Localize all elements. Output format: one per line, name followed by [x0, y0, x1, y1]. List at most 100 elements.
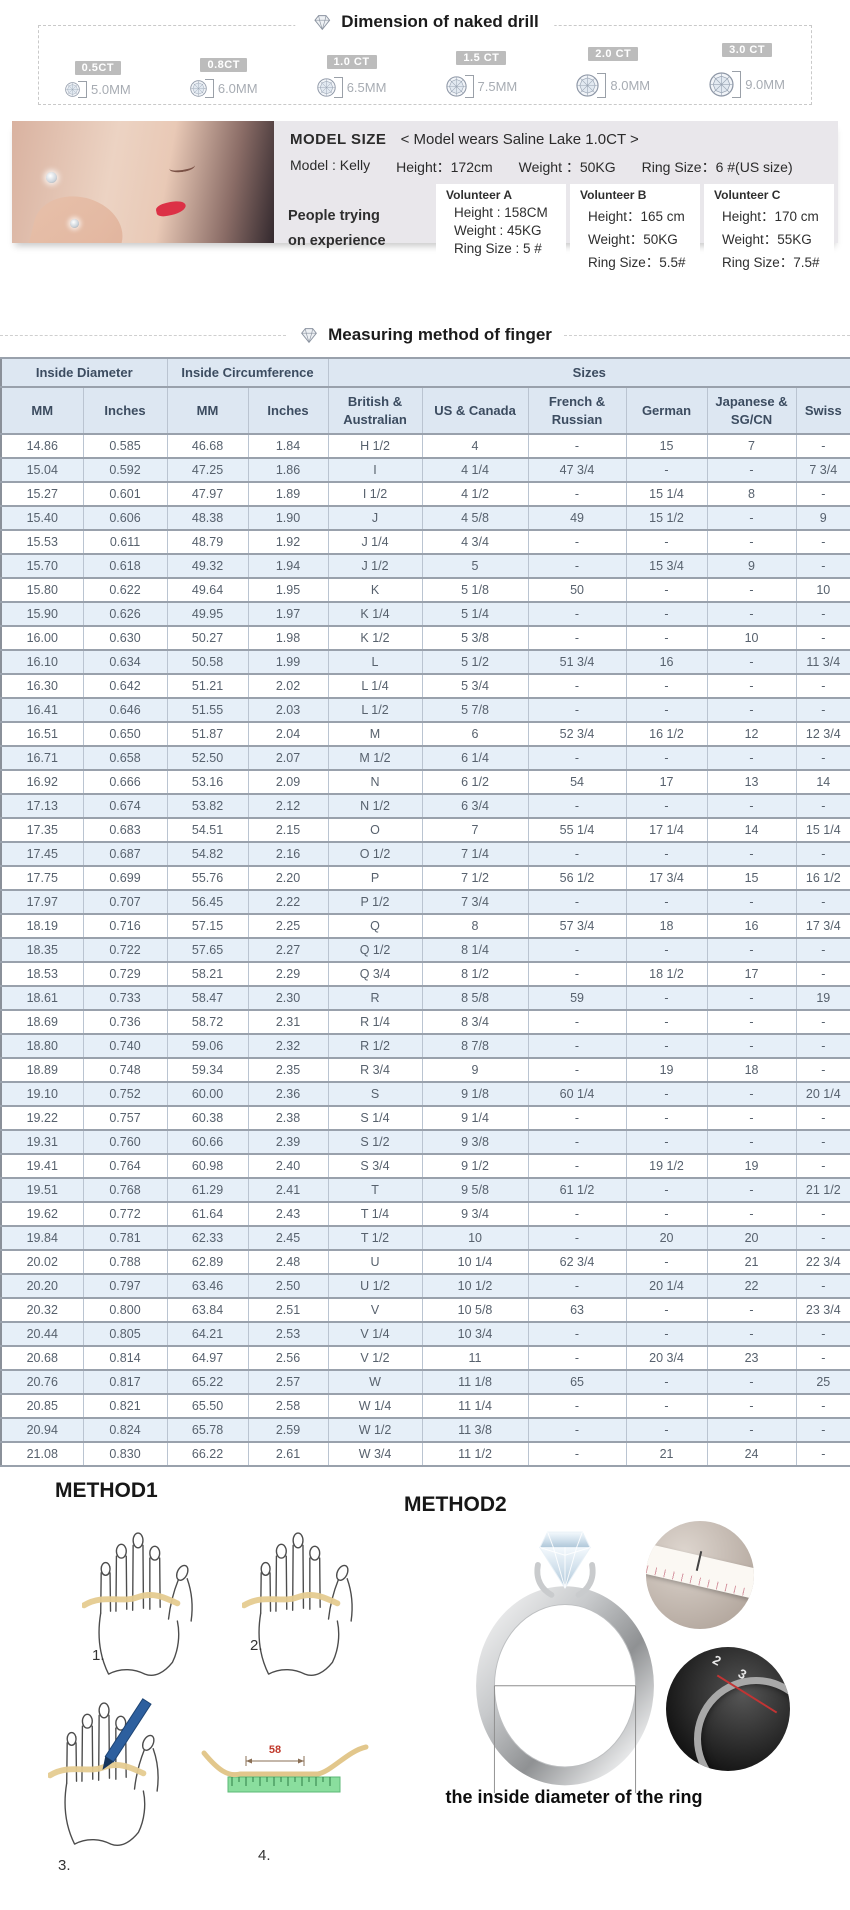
table-cell: - [795, 889, 850, 915]
table-row: 19.22 0.757 60.38 2.38 S 1/4 9 1/4- - - - [0, 1105, 850, 1131]
table-cell: J 1/2 [327, 553, 423, 579]
table-cell: 58.21 [166, 961, 249, 987]
table-cell: 50.58 [166, 649, 249, 675]
table-cell: 16.30 [0, 673, 84, 699]
table-cell: 9 5/8 [421, 1177, 529, 1203]
table-cell: 16 1/2 [625, 721, 708, 747]
model-height: Height：172cm [396, 159, 493, 175]
volunteer-card-c: Volunteer C Height：170 cm Weight：55KG Ri… [704, 184, 834, 273]
table-cell: 19 1/2 [625, 1153, 708, 1179]
table-cell: 17 [706, 961, 797, 987]
table-cell: 15.53 [0, 529, 84, 555]
table-cell: S 3/4 [327, 1153, 423, 1179]
table-cell: J 1/4 [327, 529, 423, 555]
table-cell: 17 [625, 769, 708, 795]
table-cell: 7 1/2 [421, 865, 529, 891]
ruler-measurement-value: 58 [269, 1744, 281, 1756]
table-cell: - [795, 1129, 850, 1155]
column-header: German [625, 386, 708, 435]
table-cell: P 1/2 [327, 889, 423, 915]
table-cell: 19.31 [0, 1129, 84, 1155]
table-cell: 0.722 [82, 937, 168, 963]
table-cell: O [327, 817, 423, 843]
table-cell: 18.35 [0, 937, 84, 963]
table-cell: 0.646 [82, 697, 168, 723]
table-cell: 0.781 [82, 1225, 168, 1251]
table-cell: 18.89 [0, 1057, 84, 1083]
table-cell: - [625, 1321, 708, 1347]
table-cell: 17 3/4 [795, 913, 850, 939]
table-cell: - [706, 841, 797, 867]
table-cell: 0.821 [82, 1393, 168, 1419]
table-cell: 23 [706, 1345, 797, 1371]
table-row: 15.80 0.622 49.64 1.95 K 5 1/8 50- -10 [0, 577, 850, 603]
table-cell: N [327, 769, 423, 795]
table-cell: 14.86 [0, 433, 84, 459]
table-cell: 2.04 [247, 721, 329, 747]
table-cell: 0.622 [82, 577, 168, 603]
table-row: 20.20 0.797 63.46 2.50 U 1/2 10 1/2-20 1/4 22- [0, 1273, 850, 1299]
table-row: 18.80 0.740 59.06 2.32 R 1/2 8 7/8- - - - [0, 1033, 850, 1059]
table-cell: 2.45 [247, 1225, 329, 1251]
table-cell: 4 [421, 433, 529, 459]
table-cell: 24 [706, 1441, 797, 1467]
table-cell: 54.82 [166, 841, 249, 867]
table-cell: 1.94 [247, 553, 329, 579]
model-weight: Weight ：50KG [518, 159, 616, 175]
table-row: 18.19 0.716 57.15 2.25 Q 8 57 3/4 18 16 17 3/4 [0, 913, 850, 939]
table-cell: P [327, 865, 423, 891]
table-cell: 2.09 [247, 769, 329, 795]
table-cell: 11 1/2 [421, 1441, 529, 1467]
table-row: 18.35 0.722 57.65 2.27 Q 1/2 8 1/4- - - - [0, 937, 850, 963]
dimension-item: 2.0 CT 8.0MM [576, 47, 650, 98]
table-cell: - [706, 601, 797, 627]
table-row: 19.10 0.752 60.00 2.36 S 9 1/8 60 1/4- -20 1/4 [0, 1081, 850, 1107]
table-cell: - [527, 937, 627, 963]
table-cell: - [795, 1225, 850, 1251]
tape-measure-photo [646, 1521, 754, 1629]
table-cell: O 1/2 [327, 841, 423, 867]
table-cell: 20 1/4 [625, 1273, 708, 1299]
table-cell: - [795, 481, 850, 507]
table-cell: 51 3/4 [527, 649, 627, 675]
ring-diagram [476, 1531, 654, 1794]
table-cell: J [327, 505, 423, 531]
table-cell: - [706, 1009, 797, 1035]
group-header-inside-circumference: Inside Circumference [166, 357, 329, 388]
table-cell: 16.92 [0, 769, 84, 795]
table-cell: 15.70 [0, 553, 84, 579]
table-cell: R [327, 985, 423, 1011]
table-cell: 2.43 [247, 1201, 329, 1227]
column-header: British & Australian [327, 386, 423, 435]
table-cell: 0.585 [82, 433, 168, 459]
table-row: 18.61 0.733 58.47 2.30 R 8 5/8 59- -19 [0, 985, 850, 1011]
table-cell: - [795, 673, 850, 699]
table-cell: 6 3/4 [421, 793, 529, 819]
table-cell: - [527, 841, 627, 867]
table-row: 21.08 0.830 66.22 2.61 W 3/4 11 1/2-21 24- [0, 1441, 850, 1467]
table-cell: - [625, 601, 708, 627]
table-row: 15.04 0.592 47.25 1.86 I 4 1/4 47 3/4- -7 3/4 [0, 457, 850, 483]
table-cell: - [625, 577, 708, 603]
table-column-header-row: MM Inches MM Inches British & Australian… [0, 386, 850, 435]
table-cell: 55 1/4 [527, 817, 627, 843]
method1-title: METHOD1 [55, 1479, 158, 1502]
table-cell: 6 1/4 [421, 745, 529, 771]
table-cell: 58.72 [166, 1009, 249, 1035]
table-cell: 15 1/2 [625, 505, 708, 531]
table-cell: 5 [421, 553, 529, 579]
table-cell: - [625, 985, 708, 1011]
table-cell: W 1/2 [327, 1417, 423, 1443]
table-cell: 1.99 [247, 649, 329, 675]
table-cell: 10 5/8 [421, 1297, 529, 1323]
table-cell: - [527, 697, 627, 723]
table-cell: 19 [625, 1057, 708, 1083]
table-cell: 11 1/4 [421, 1393, 529, 1419]
carat-badge: 0.8CT [200, 58, 247, 72]
table-cell: 2.27 [247, 937, 329, 963]
table-cell: - [795, 1393, 850, 1419]
table-row: 19.62 0.772 61.64 2.43 T 1/4 9 3/4- - - - [0, 1201, 850, 1227]
table-cell: 57 3/4 [527, 913, 627, 939]
table-cell: 21 [706, 1249, 797, 1275]
table-cell: 16.51 [0, 721, 84, 747]
